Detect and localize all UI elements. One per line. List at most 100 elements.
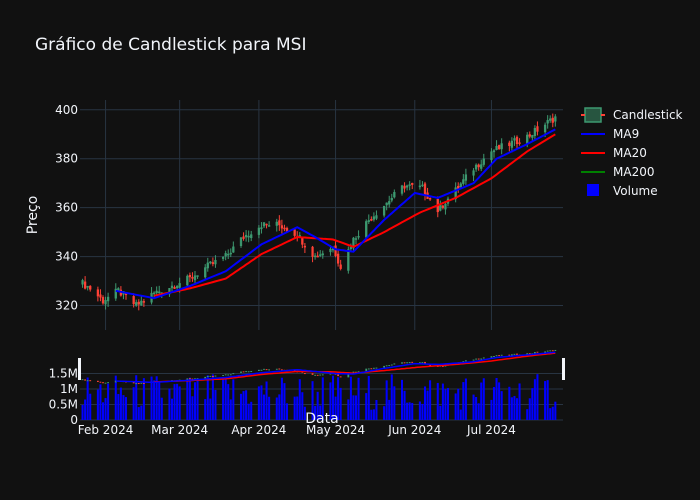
- legend-item-candlestick[interactable]: Candlestick: [581, 107, 683, 123]
- candle-up: [117, 288, 120, 291]
- candle-up: [106, 296, 110, 302]
- candle-up: [86, 286, 89, 288]
- volume-bar: [513, 395, 516, 420]
- candle-down: [441, 205, 445, 208]
- mini-candle: [383, 365, 386, 368]
- candle-up: [500, 143, 503, 150]
- candle-up: [135, 302, 138, 306]
- candle-down: [101, 297, 105, 304]
- candle-down: [283, 227, 286, 230]
- mini-candle: [311, 373, 314, 375]
- x-tick-label: Jul 2024: [466, 423, 516, 437]
- candle-up: [382, 205, 386, 216]
- mini-candle: [528, 353, 531, 355]
- volume-bar: [227, 384, 230, 420]
- volume-bar: [86, 377, 89, 420]
- volume-bar: [454, 393, 457, 420]
- volume-bar: [99, 384, 102, 420]
- volume-bar: [283, 383, 286, 420]
- mini-candle: [475, 358, 478, 360]
- volume-bar: [257, 386, 260, 420]
- candle-up: [352, 237, 355, 249]
- ma20-line: [153, 133, 556, 297]
- mini-candle: [421, 362, 424, 364]
- candle-up: [510, 140, 514, 148]
- mini-candle: [329, 373, 332, 375]
- candle-up: [546, 120, 549, 124]
- mini-candle: [280, 369, 283, 371]
- volume-bar: [260, 385, 263, 420]
- candle-up: [232, 246, 235, 253]
- volume-bar: [347, 399, 350, 420]
- volume-bar: [464, 378, 467, 420]
- candle-up: [490, 151, 493, 161]
- volume-bar: [265, 381, 268, 420]
- volume-bar: [229, 399, 232, 420]
- volume-bar: [357, 377, 360, 420]
- volume-bar: [554, 401, 557, 420]
- price-y-ticks: 320 340 360 380 400: [55, 103, 78, 313]
- volume-bar: [495, 377, 498, 420]
- mini-candle: [260, 369, 263, 371]
- candle-down: [518, 142, 521, 144]
- volume-bar: [239, 393, 243, 420]
- volume-bar: [446, 387, 450, 420]
- volume-bar: [301, 392, 304, 420]
- mini-candle: [347, 373, 350, 378]
- mini-candle: [429, 364, 432, 366]
- volume-bar: [262, 394, 266, 420]
- volume-bar: [515, 398, 519, 420]
- volume-bar: [372, 409, 375, 420]
- candle-down: [334, 245, 337, 256]
- candle-up: [158, 291, 161, 294]
- candle-down: [242, 236, 245, 239]
- volume-bar: [137, 407, 140, 420]
- legend-item-ma9[interactable]: MA9: [581, 127, 639, 141]
- mini-candle: [498, 355, 501, 357]
- volume-bar: [107, 383, 110, 420]
- volume-bar: [268, 396, 271, 420]
- x-axis-title: Data: [305, 411, 338, 427]
- legend: Candlestick MA9 MA20 MA200 Volume: [581, 107, 683, 198]
- mini-candle: [224, 374, 227, 376]
- volume-bar: [314, 405, 317, 420]
- legend-item-ma20[interactable]: MA20: [581, 146, 647, 160]
- volume-bar: [370, 409, 373, 420]
- mini-candle: [214, 375, 217, 377]
- candle-up: [214, 259, 217, 265]
- candle-up: [275, 221, 278, 226]
- range-handle-right[interactable]: [562, 358, 565, 380]
- mini-candle: [403, 362, 406, 364]
- mini-candle: [355, 371, 357, 373]
- volume-bar: [206, 375, 209, 420]
- candle-down: [173, 287, 176, 289]
- volume-bar: [546, 380, 549, 420]
- legend-item-ma200[interactable]: MA200: [581, 165, 654, 179]
- volume-bar: [186, 380, 189, 420]
- candle-up: [260, 227, 263, 230]
- candle-down: [411, 183, 414, 185]
- volume-bar: [480, 382, 483, 420]
- mini-ma9-line: [115, 351, 556, 384]
- candle-up: [385, 202, 388, 206]
- volume-bar: [140, 405, 143, 420]
- candle-down: [339, 264, 342, 269]
- mini-candle: [102, 382, 104, 384]
- mini-candle: [418, 362, 421, 364]
- mini-candle: [549, 350, 552, 352]
- x-tick-label: Mar 2024: [151, 423, 208, 437]
- candle-up: [321, 253, 324, 256]
- candle-up: [227, 253, 230, 256]
- volume-bar: [160, 397, 163, 420]
- mini-candle: [321, 374, 324, 376]
- mini-candle: [390, 364, 393, 366]
- candle-up: [262, 222, 266, 227]
- volume-bar: [101, 402, 105, 420]
- candle-up: [393, 192, 396, 198]
- mini-candle: [242, 371, 245, 373]
- mini-candle: [250, 370, 253, 372]
- mini-candle: [401, 362, 403, 364]
- volume-bar: [135, 375, 138, 420]
- legend-item-volume[interactable]: Volume: [587, 184, 658, 198]
- range-handle-left[interactable]: [78, 358, 81, 380]
